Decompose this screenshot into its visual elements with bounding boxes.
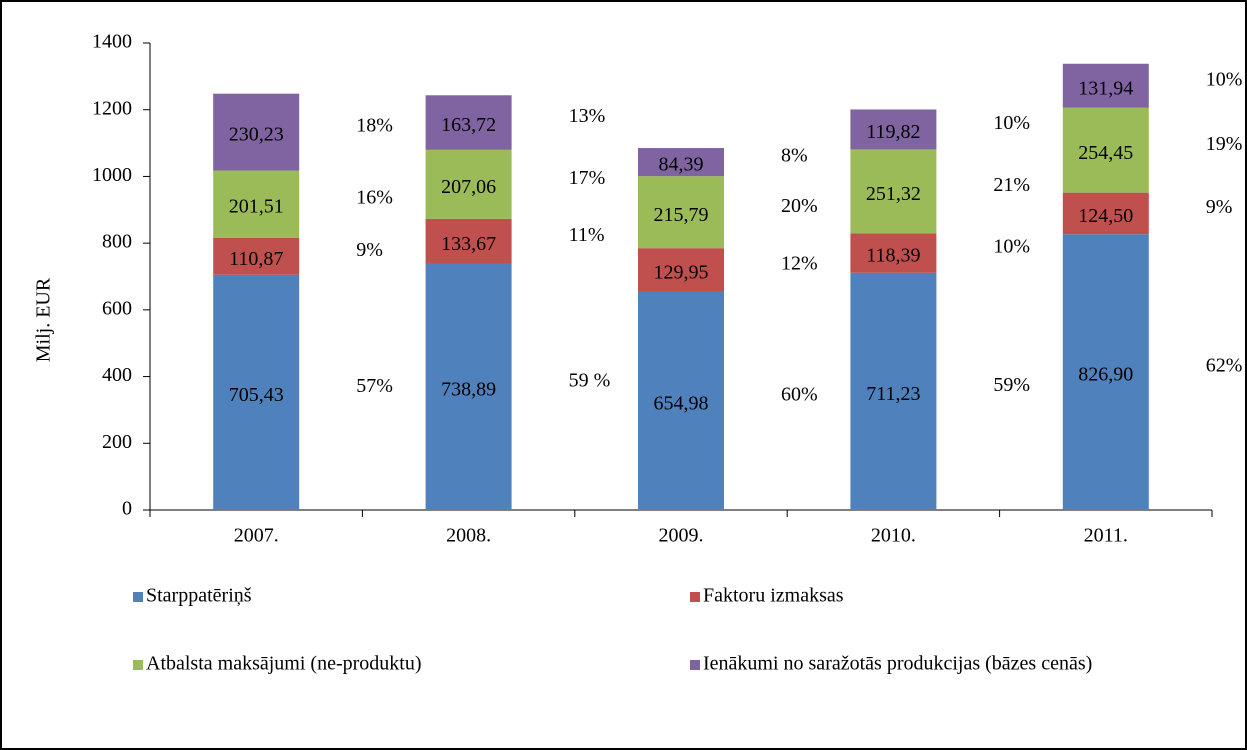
legend-label: Atbalsta maksājumi (ne-produktu) bbox=[146, 653, 422, 675]
value-label: 163,72 bbox=[441, 114, 496, 136]
bar-segment bbox=[638, 176, 724, 249]
y-tick-label: 1200 bbox=[92, 97, 132, 119]
bar-segment bbox=[425, 95, 512, 150]
bar-segment bbox=[638, 291, 724, 510]
share-label: 9% bbox=[356, 239, 383, 261]
value-label: 133,67 bbox=[441, 233, 496, 255]
legend-label: Ienākumi no saražotās produkcijas (bāzes… bbox=[703, 653, 1092, 675]
x-tick-label: 2008. bbox=[446, 525, 491, 547]
bar-segment bbox=[1062, 107, 1149, 193]
value-label: 124,50 bbox=[1078, 205, 1133, 227]
x-tick-label: 2011. bbox=[1084, 525, 1128, 547]
share-label: 59% bbox=[993, 374, 1030, 396]
value-label: 110,87 bbox=[229, 248, 283, 270]
legend-swatch bbox=[690, 660, 700, 670]
share-label: 8% bbox=[781, 145, 808, 167]
y-tick-label: 800 bbox=[102, 231, 132, 253]
legend-label: Starppatēriņš bbox=[146, 585, 252, 607]
bar-segment bbox=[425, 218, 512, 264]
y-tick-label: 400 bbox=[102, 364, 132, 386]
share-label: 17% bbox=[569, 167, 606, 189]
bar-segment bbox=[850, 149, 937, 234]
x-tick-label: 2009. bbox=[659, 525, 704, 547]
share-label: 59 % bbox=[569, 369, 611, 391]
share-label: 19% bbox=[1206, 133, 1243, 155]
value-label: 254,45 bbox=[1078, 142, 1133, 164]
legend-swatch bbox=[690, 592, 700, 602]
value-label: 826,90 bbox=[1078, 364, 1133, 386]
bar-segment bbox=[1062, 63, 1149, 108]
bar-segment bbox=[213, 170, 300, 238]
share-label: 21% bbox=[993, 174, 1030, 196]
legend-label: Faktoru izmaksas bbox=[703, 585, 844, 607]
legend-swatch bbox=[133, 660, 143, 670]
share-label: 57% bbox=[356, 375, 393, 397]
share-label: 12% bbox=[781, 252, 818, 274]
bar-segment bbox=[213, 274, 300, 510]
value-label: 230,23 bbox=[229, 124, 284, 146]
bar-segment bbox=[1062, 234, 1149, 510]
x-tick-label: 2007. bbox=[234, 525, 279, 547]
bar-segment bbox=[425, 149, 512, 219]
value-label: 201,51 bbox=[229, 196, 284, 218]
share-label: 16% bbox=[356, 187, 393, 209]
value-label: 705,43 bbox=[229, 384, 284, 406]
y-axis-label: Milj. EUR bbox=[33, 277, 55, 362]
value-label: 738,89 bbox=[441, 378, 496, 400]
bar-segment bbox=[1062, 192, 1149, 235]
value-label: 654,98 bbox=[654, 392, 709, 414]
value-label: 207,06 bbox=[441, 176, 496, 198]
bar-segment bbox=[638, 148, 724, 177]
bar-segment bbox=[850, 233, 937, 273]
value-label: 131,94 bbox=[1078, 77, 1133, 99]
share-label: 62% bbox=[1206, 355, 1243, 377]
x-tick-label: 2010. bbox=[871, 525, 916, 547]
value-label: 119,82 bbox=[866, 121, 920, 143]
share-label: 10% bbox=[993, 112, 1030, 134]
share-label: 9% bbox=[1206, 196, 1233, 218]
y-tick-label: 200 bbox=[102, 431, 132, 453]
y-tick-label: 1400 bbox=[92, 31, 132, 53]
y-tick-label: 1000 bbox=[92, 164, 132, 186]
bar-segment bbox=[425, 263, 512, 510]
bar-segment bbox=[850, 109, 937, 150]
share-label: 18% bbox=[356, 115, 393, 137]
value-label: 711,23 bbox=[866, 383, 920, 405]
value-label: 118,39 bbox=[866, 245, 920, 267]
share-label: 10% bbox=[993, 236, 1030, 258]
share-label: 20% bbox=[781, 195, 818, 217]
legend-swatch bbox=[133, 592, 143, 602]
value-label: 215,79 bbox=[654, 204, 709, 226]
value-label: 129,95 bbox=[654, 261, 709, 283]
share-label: 11% bbox=[569, 224, 605, 246]
bar-segment bbox=[213, 93, 300, 171]
share-label: 10% bbox=[1206, 68, 1243, 90]
share-label: 60% bbox=[781, 383, 818, 405]
y-tick-label: 0 bbox=[122, 498, 132, 520]
bar-segment bbox=[638, 248, 724, 292]
value-label: 251,32 bbox=[866, 183, 921, 205]
y-tick-label: 600 bbox=[102, 297, 132, 319]
share-label: 13% bbox=[569, 105, 606, 127]
bar-segment bbox=[213, 237, 300, 275]
bar-segment bbox=[850, 272, 937, 510]
value-label: 84,39 bbox=[659, 154, 704, 176]
